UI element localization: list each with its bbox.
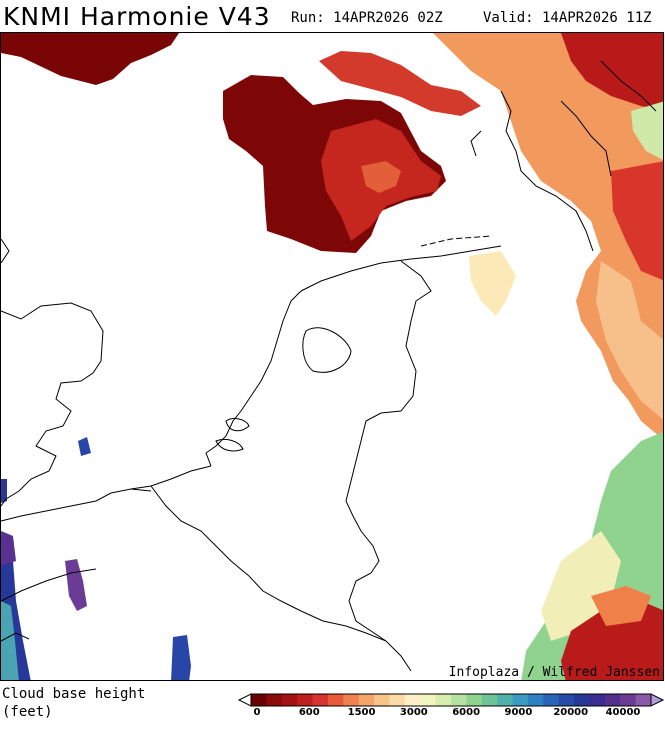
legend-title-line1: Cloud base height bbox=[2, 686, 146, 702]
legend-swatch bbox=[620, 694, 637, 706]
cloud-area-wadden bbox=[469, 251, 516, 316]
legend-swatch bbox=[389, 694, 406, 706]
legend-swatch bbox=[281, 694, 298, 706]
cloud-area-east-red bbox=[611, 161, 663, 281]
cloud-area-channel-purple bbox=[65, 559, 87, 611]
legend-swatch bbox=[251, 694, 267, 706]
legend-tick-label: 0 bbox=[254, 707, 261, 718]
legend-swatch bbox=[574, 694, 590, 706]
legend-swatch bbox=[527, 694, 544, 706]
legend-swatch bbox=[420, 694, 437, 706]
cloud-area-west-purple bbox=[1, 531, 16, 566]
legend-tick-label: 40000 bbox=[606, 707, 641, 718]
cloud-area-east-light bbox=[596, 261, 663, 420]
legend-swatch bbox=[297, 694, 314, 706]
model-title: KNMI Harmonie V43 bbox=[3, 2, 271, 31]
cloud-area-small-blue bbox=[78, 437, 91, 456]
legend-swatches bbox=[250, 693, 652, 707]
legend-tick-label: 1500 bbox=[348, 707, 376, 718]
legend-swatch bbox=[558, 694, 575, 706]
legend-swatch bbox=[497, 694, 514, 706]
legend-swatch bbox=[635, 694, 652, 706]
run-time: Run: 14APR2026 02Z bbox=[291, 10, 443, 26]
cloud-area-east-green bbox=[631, 101, 663, 160]
coastlines bbox=[1, 60, 657, 672]
map-credit: Infoplaza / Wilfred Janssen bbox=[449, 665, 660, 680]
legend-swatch bbox=[343, 694, 360, 706]
legend-swatch bbox=[327, 694, 344, 706]
legend-tick-label: 9000 bbox=[505, 707, 533, 718]
cloud-area-left-blue bbox=[1, 479, 7, 503]
legend-swatch bbox=[512, 694, 529, 706]
legend-tick-label: 600 bbox=[299, 707, 320, 718]
legend-swatch bbox=[312, 694, 329, 706]
valid-time: Valid: 14APR2026 11Z bbox=[483, 10, 652, 26]
cloud-area-north-sea-light bbox=[361, 161, 401, 193]
color-scale-legend: 0 600 1500 3000 6000 9000 20000 40000 bbox=[237, 693, 665, 718]
legend-tick-label: 20000 bbox=[553, 707, 588, 718]
legend-swatch bbox=[604, 694, 621, 706]
legend-swatch bbox=[435, 694, 452, 706]
cloud-area-west-teal bbox=[1, 601, 19, 680]
legend-swatch bbox=[374, 694, 390, 706]
legend-arrow-left bbox=[237, 693, 252, 707]
legend-ticks: 0 600 1500 3000 6000 9000 20000 40000 bbox=[254, 707, 641, 718]
legend-tick-label: 3000 bbox=[400, 707, 428, 718]
cloud-area-south-blue bbox=[171, 635, 191, 680]
cloud-area-southeast-orange bbox=[591, 586, 651, 626]
cloud-area-nw bbox=[1, 33, 179, 85]
legend-swatch bbox=[358, 694, 375, 706]
legend-tick-label: 6000 bbox=[452, 707, 480, 718]
legend-swatch bbox=[589, 694, 606, 706]
legend-arrow-right bbox=[650, 693, 665, 707]
cloud-area-southeast-yellow bbox=[541, 531, 621, 641]
legend-title-line2: (feet) bbox=[2, 704, 53, 720]
map-header: KNMI Harmonie V43 Run: 14APR2026 02Z Val… bbox=[0, 0, 665, 33]
weather-map: Infoplaza / Wilfred Janssen bbox=[0, 32, 664, 681]
map-canvas: Infoplaza / Wilfred Janssen bbox=[1, 33, 663, 680]
legend-swatch bbox=[404, 694, 421, 706]
cloud-area-top-band bbox=[319, 51, 481, 116]
legend-swatch bbox=[543, 694, 560, 706]
legend-swatch bbox=[266, 694, 283, 706]
legend-swatch bbox=[481, 694, 498, 706]
legend-swatch bbox=[451, 694, 467, 706]
legend-title: Cloud base height (feet) bbox=[2, 685, 145, 721]
legend-swatch bbox=[466, 694, 483, 706]
